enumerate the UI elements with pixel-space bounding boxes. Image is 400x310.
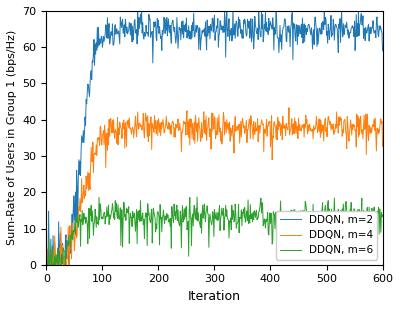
DDQN, m=4	[156, 134, 160, 138]
DDQN, m=2	[370, 26, 375, 30]
DDQN, m=4	[313, 127, 318, 131]
DDQN, m=6	[45, 263, 50, 267]
DDQN, m=4	[46, 263, 50, 267]
DDQN, m=4	[380, 144, 385, 148]
DDQN, m=6	[195, 195, 200, 199]
DDQN, m=4	[44, 247, 49, 250]
Line: DDQN, m=6: DDQN, m=6	[46, 197, 382, 265]
Y-axis label: Sum-Rate of Users in Group 1 (bps/Hz): Sum-Rate of Users in Group 1 (bps/Hz)	[7, 30, 17, 246]
DDQN, m=6	[359, 216, 364, 220]
DDQN, m=4	[359, 129, 364, 132]
DDQN, m=6	[371, 220, 376, 224]
DDQN, m=2	[44, 263, 49, 267]
DDQN, m=4	[286, 106, 291, 110]
DDQN, m=6	[156, 210, 160, 213]
Legend: DDQN, m=2, DDQN, m=4, DDQN, m=6: DDQN, m=2, DDQN, m=4, DDQN, m=6	[276, 211, 377, 259]
DDQN, m=2	[380, 49, 385, 53]
DDQN, m=2	[358, 15, 363, 19]
Line: DDQN, m=2: DDQN, m=2	[46, 4, 382, 265]
DDQN, m=6	[107, 213, 112, 217]
DDQN, m=4	[371, 123, 376, 126]
DDQN, m=6	[380, 213, 385, 217]
DDQN, m=2	[107, 22, 112, 25]
DDQN, m=4	[66, 225, 71, 229]
DDQN, m=4	[107, 135, 112, 138]
DDQN, m=2	[65, 244, 70, 248]
DDQN, m=6	[313, 215, 318, 219]
DDQN, m=2	[312, 16, 317, 20]
DDQN, m=6	[66, 244, 71, 247]
DDQN, m=2	[155, 17, 160, 20]
Line: DDQN, m=4: DDQN, m=4	[46, 108, 382, 265]
DDQN, m=6	[44, 260, 49, 264]
DDQN, m=2	[274, 2, 278, 6]
X-axis label: Iteration: Iteration	[188, 290, 241, 303]
